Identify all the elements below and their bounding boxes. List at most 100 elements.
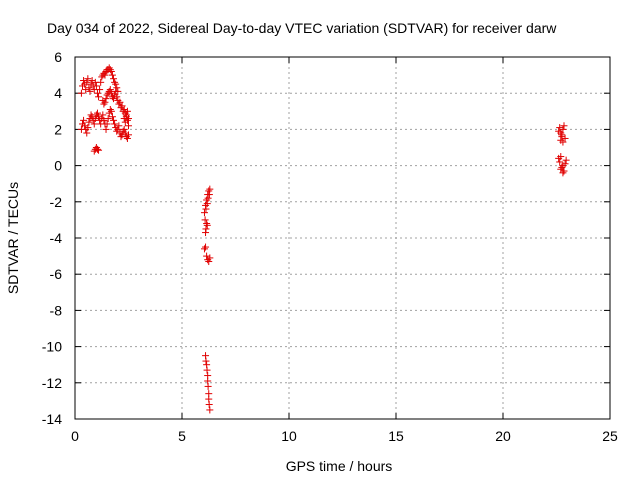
grid-lines [75,57,610,419]
data-point [108,113,116,121]
data-point [100,116,108,124]
data-point [123,107,131,115]
data-point [117,104,125,112]
y-tick-label: -12 [42,375,62,391]
data-point [125,131,132,139]
data-point [93,89,101,97]
x-tick-label: 5 [178,428,186,444]
data-point [84,124,92,132]
plot-frame [74,56,611,420]
data-point [204,382,212,390]
data-point [86,87,94,95]
data-point [99,111,107,119]
data-point [557,165,565,173]
y-tick-label: -4 [50,230,63,246]
data-points [77,64,570,414]
data-point [200,245,208,253]
data-point [120,125,128,133]
data-point [106,86,114,94]
chart-title: Day 034 of 2022, Sidereal Day-to-day VTE… [47,20,557,36]
data-point [114,125,122,133]
y-tick-label: 0 [54,158,62,174]
data-point [95,113,103,121]
data-point [104,115,112,123]
data-point [103,91,111,99]
data-point [84,75,92,83]
data-point [80,77,88,85]
data-point [82,86,90,94]
data-point [203,366,211,374]
data-point [200,209,208,217]
data-point [118,102,126,110]
data-point [101,71,109,79]
x-tick-label: 0 [71,428,79,444]
data-point [118,131,126,139]
axis-ticks: 0 5 10 15 20 25 -14 -12 -10 -8 -6 -4 -2 0 2 4 6 [42,49,618,444]
data-point [203,196,211,204]
data-point [108,71,116,79]
data-point [121,129,129,137]
data-point [85,84,93,92]
data-point [202,357,210,365]
data-point [115,122,123,130]
data-point [91,115,99,123]
data-point [115,100,123,108]
data-point [123,134,131,142]
y-tick-label: 6 [54,49,62,65]
data-point [205,187,213,195]
y-tick-label: -14 [42,411,62,427]
data-point [557,153,565,161]
x-tick-label: 20 [495,428,511,444]
data-point [101,98,109,106]
x-tick-label: 15 [388,428,404,444]
data-point [90,120,98,128]
data-point [102,95,110,103]
data-point [113,93,121,101]
data-point [560,167,568,175]
data-point [77,89,85,97]
data-point [110,116,118,124]
y-tick-label: -6 [50,266,63,282]
data-point [556,124,564,132]
y-tick-label: 2 [54,121,62,137]
data-point [559,125,567,133]
data-point [106,105,114,113]
data-point [203,252,211,260]
data-point [93,109,101,117]
data-point [90,147,98,155]
data-point [559,169,567,177]
x-tick-label: 10 [281,428,297,444]
y-tick-label: -2 [50,194,63,210]
data-point [203,220,211,228]
x-axis-label: GPS time / hours [286,458,393,474]
data-point [107,107,115,115]
data-point [122,111,130,119]
data-point [120,105,128,113]
data-point [103,120,111,128]
data-point [97,78,105,86]
data-point [110,75,118,83]
data-point [92,82,100,90]
data-point [560,122,568,130]
data-point [116,98,124,106]
data-point [561,134,569,142]
x-tick-label: 25 [602,428,618,444]
data-point [83,78,91,86]
data-point [107,89,115,97]
data-point [205,258,213,266]
data-point [88,77,96,85]
data-point [88,113,96,121]
data-point [85,118,93,126]
data-point [100,100,108,108]
data-point [111,120,119,128]
y-tick-label: 4 [54,85,62,101]
data-point [557,129,565,137]
data-point [125,122,132,130]
data-point [95,93,103,101]
y-tick-label: -8 [50,302,63,318]
data-point [112,87,120,95]
data-point [562,156,570,164]
data-point [204,194,212,202]
data-point [102,125,110,133]
data-point [556,158,564,166]
